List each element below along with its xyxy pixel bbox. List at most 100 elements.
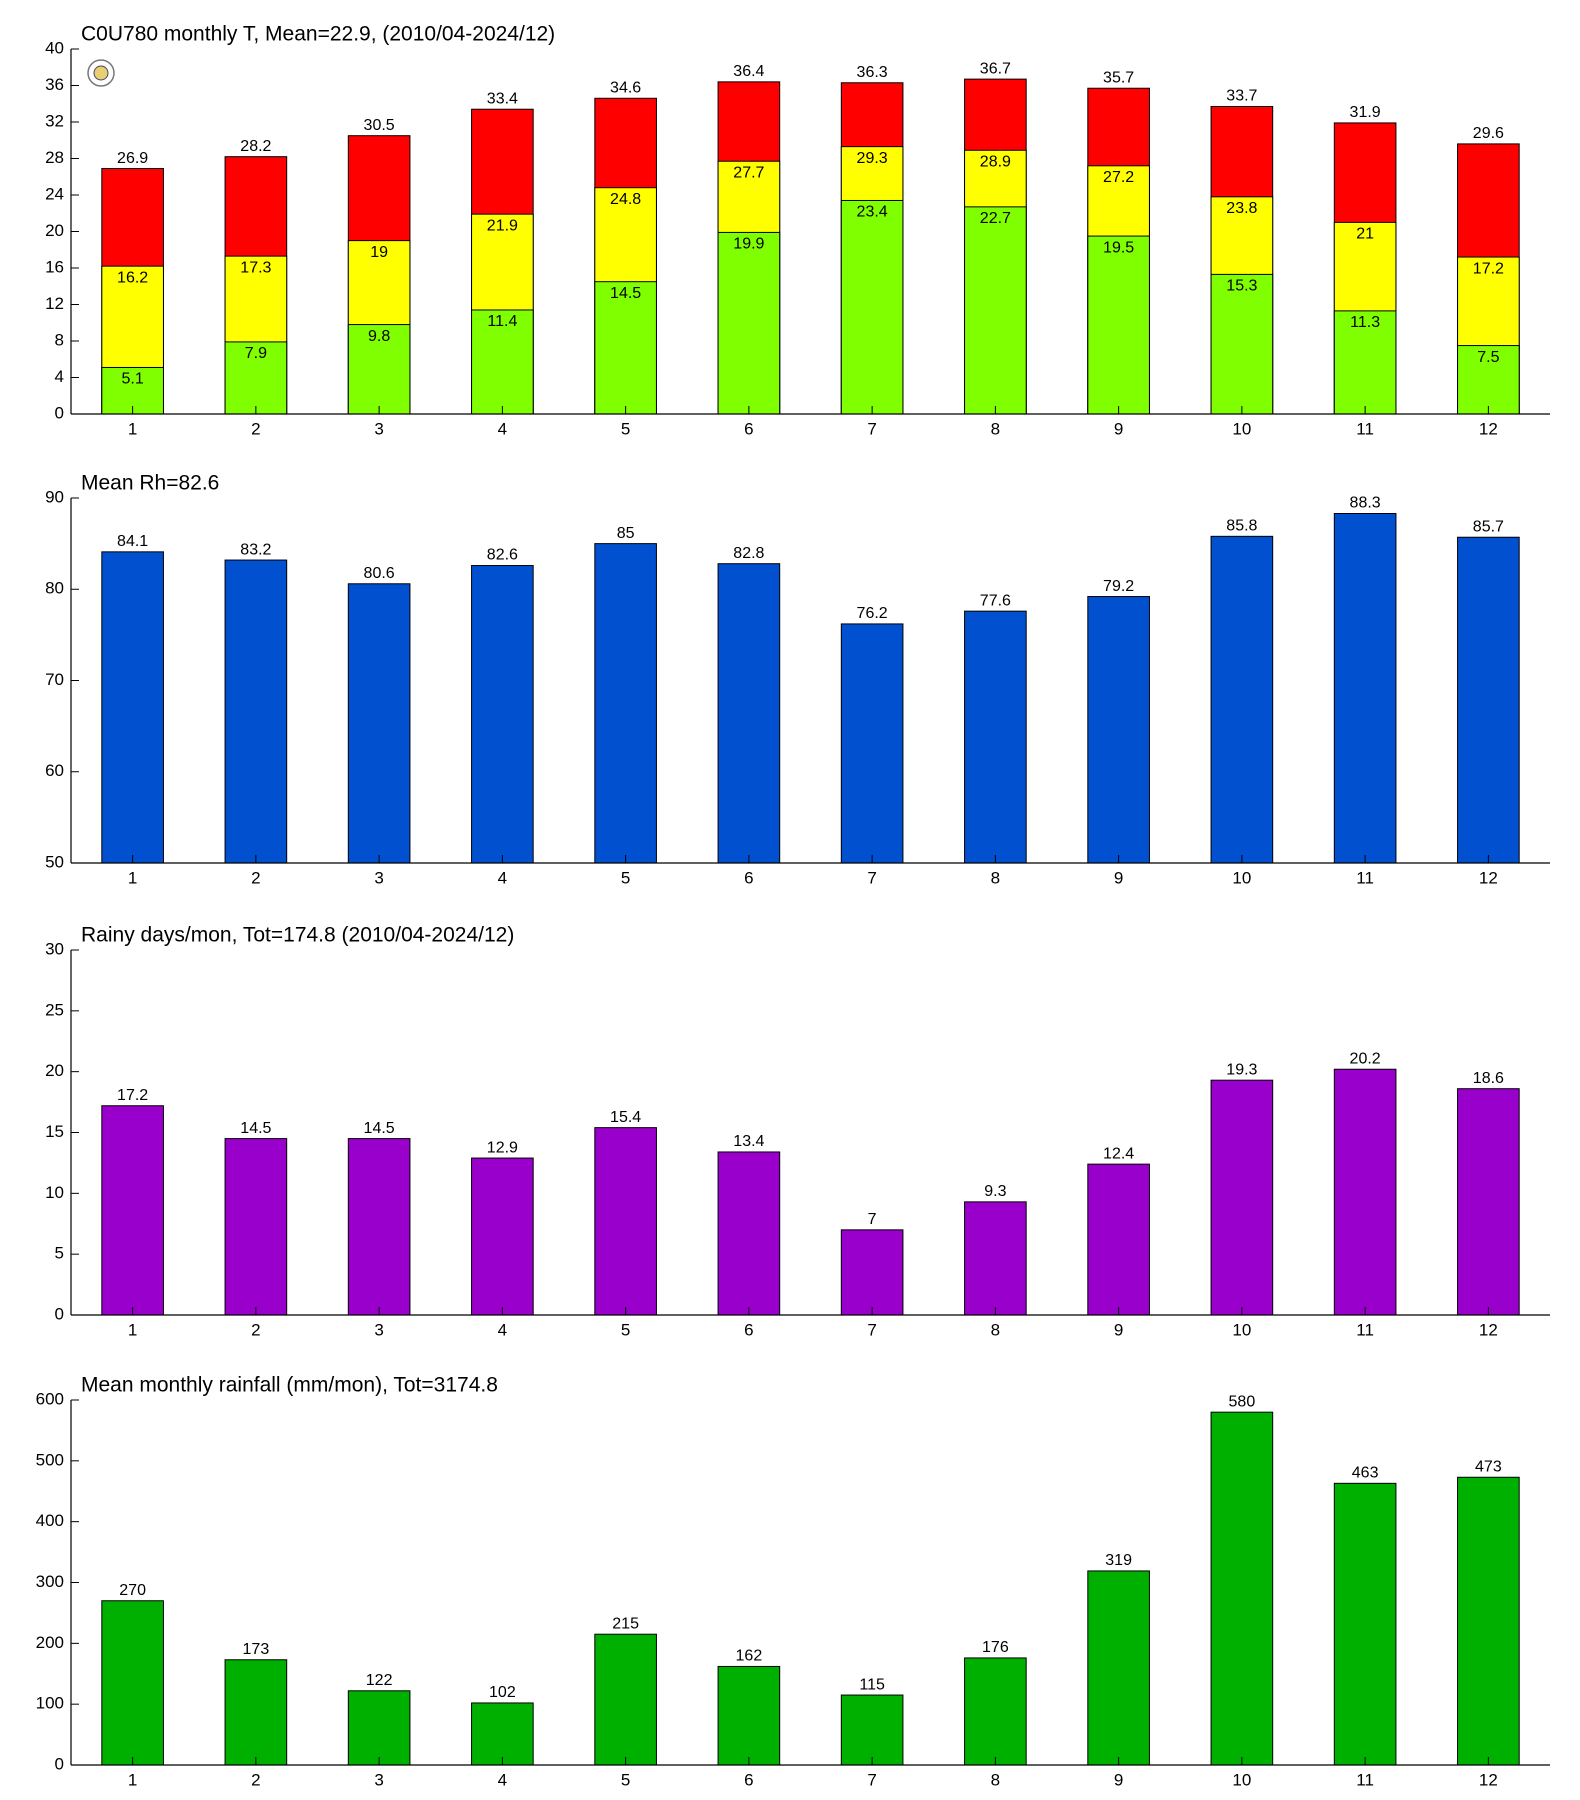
bar <box>1210 273 1274 415</box>
x-tick-label: 3 <box>374 419 383 438</box>
x-tick-label: 10 <box>1232 1320 1251 1339</box>
bar <box>224 559 288 864</box>
value-label: 27.2 <box>1103 169 1134 186</box>
value-label: 33.7 <box>1226 88 1257 105</box>
x-tick-label: 11 <box>1356 868 1374 887</box>
value-label: 13.4 <box>733 1133 764 1150</box>
value-label: 102 <box>489 1684 516 1701</box>
x-tick-label: 5 <box>621 868 630 887</box>
x-tick-label: 12 <box>1479 1320 1498 1339</box>
x-tick-label: 7 <box>867 1770 876 1789</box>
x-tick-label: 4 <box>498 1770 507 1789</box>
value-label: 85 <box>617 525 635 542</box>
value-label: 29.6 <box>1473 125 1504 142</box>
value-label: 580 <box>1229 1393 1256 1410</box>
y-tick-label: 200 <box>36 1633 64 1652</box>
y-tick-label: 90 <box>45 487 64 506</box>
x-tick-label: 11 <box>1356 1770 1374 1789</box>
y-tick-label: 16 <box>45 257 64 276</box>
bar <box>1457 1476 1520 1766</box>
y-tick-label: 300 <box>36 1572 64 1591</box>
x-tick-label: 8 <box>991 868 1000 887</box>
value-label: 77.6 <box>980 592 1011 609</box>
value-label: 36.4 <box>733 63 764 80</box>
x-tick-label: 4 <box>498 868 507 887</box>
value-label: 12.4 <box>1103 1145 1134 1162</box>
x-tick-label: 7 <box>867 868 876 887</box>
bar <box>347 324 411 415</box>
bar <box>347 1690 411 1766</box>
x-tick-label: 1 <box>128 419 137 438</box>
y-tick-label: 36 <box>45 75 64 94</box>
bar <box>1210 1411 1274 1766</box>
bar <box>471 309 534 415</box>
value-label: 36.3 <box>857 64 888 81</box>
x-tick-label: 1 <box>128 1770 137 1789</box>
chart-title: Mean monthly rainfall (mm/mon), Tot=3174… <box>81 1374 498 1397</box>
bar <box>1087 1570 1150 1766</box>
y-tick-label: 30 <box>45 939 64 958</box>
y-tick-label: 0 <box>55 1754 64 1773</box>
value-label: 5.1 <box>122 371 144 388</box>
value-label: 76.2 <box>857 605 888 622</box>
bar <box>101 551 164 864</box>
bar <box>840 1694 904 1766</box>
y-tick-label: 40 <box>45 38 64 57</box>
value-label: 35.7 <box>1103 69 1134 86</box>
bar <box>1457 1088 1520 1316</box>
y-tick-label: 15 <box>45 1122 64 1141</box>
value-label: 122 <box>366 1672 393 1689</box>
x-tick-label: 8 <box>991 1320 1000 1339</box>
bar <box>471 1157 534 1316</box>
x-tick-label: 12 <box>1479 868 1498 887</box>
bar <box>1210 1079 1274 1316</box>
value-label: 162 <box>736 1648 763 1665</box>
x-tick-label: 7 <box>867 419 876 438</box>
x-tick-label: 3 <box>374 868 383 887</box>
value-label: 15.3 <box>1226 278 1257 295</box>
x-tick-label: 3 <box>374 1320 383 1339</box>
x-tick-label: 2 <box>251 868 260 887</box>
value-label: 9.8 <box>368 328 390 345</box>
value-label: 7 <box>868 1211 877 1228</box>
value-label: 80.6 <box>364 565 395 582</box>
value-label: 14.5 <box>610 285 641 302</box>
value-label: 36.7 <box>980 60 1011 77</box>
value-label: 19 <box>370 244 388 261</box>
bar <box>840 623 904 864</box>
bar <box>471 565 534 864</box>
value-label: 82.6 <box>487 547 518 564</box>
value-label: 19.5 <box>1103 239 1134 256</box>
value-label: 20.2 <box>1350 1050 1381 1067</box>
value-label: 16.2 <box>117 269 148 286</box>
x-tick-label: 6 <box>744 419 753 438</box>
y-tick-label: 24 <box>45 184 64 203</box>
value-label: 85.8 <box>1226 518 1257 535</box>
value-label: 319 <box>1105 1552 1132 1569</box>
x-tick-label: 6 <box>744 1320 753 1339</box>
y-tick-label: 20 <box>45 1061 64 1080</box>
y-tick-label: 28 <box>45 148 64 167</box>
x-tick-label: 4 <box>498 1320 507 1339</box>
bar <box>1333 513 1397 864</box>
logo <box>87 59 115 87</box>
x-tick-label: 11 <box>1356 1320 1374 1339</box>
bar <box>1087 1163 1150 1316</box>
bar <box>347 1138 411 1316</box>
bar <box>594 1127 657 1316</box>
chart-title: Rainy days/mon, Tot=174.8 (2010/04-2024/… <box>81 924 514 947</box>
x-tick-label: 6 <box>744 868 753 887</box>
x-tick-label: 4 <box>498 419 507 438</box>
value-label: 17.3 <box>240 259 271 276</box>
value-label: 24.8 <box>610 191 641 208</box>
bar <box>1087 235 1150 415</box>
y-tick-label: 0 <box>55 403 64 422</box>
value-label: 9.3 <box>984 1183 1006 1200</box>
y-tick-label: 12 <box>45 294 64 313</box>
y-tick-label: 5 <box>55 1244 64 1263</box>
bar <box>594 281 657 415</box>
bar <box>964 610 1027 864</box>
value-label: 19.9 <box>733 236 764 253</box>
bar <box>1333 310 1397 415</box>
bar <box>101 1600 164 1766</box>
